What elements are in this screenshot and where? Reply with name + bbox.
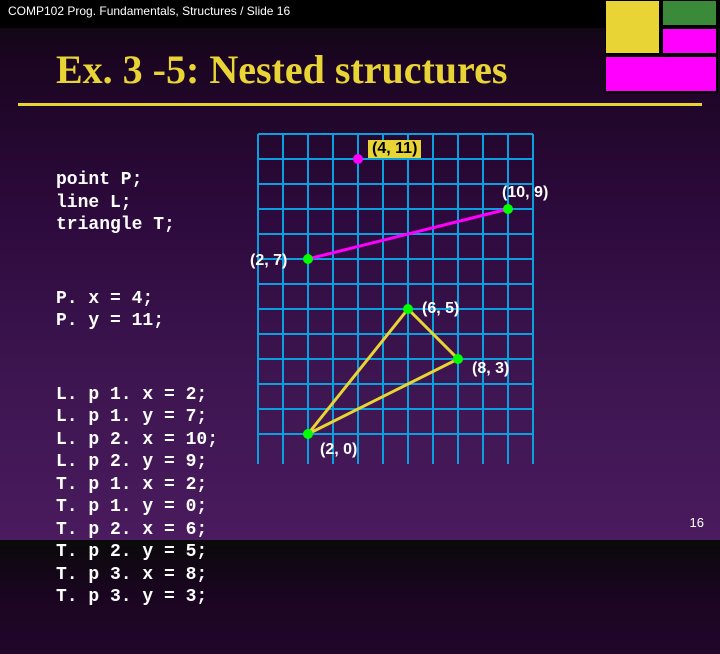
label-tri-p1: (2, 0): [320, 441, 357, 459]
code-decl: point P; line L; triangle T;: [56, 169, 218, 237]
label-line-p2: (10, 9): [502, 184, 548, 202]
label-line-p1: (2, 7): [250, 252, 287, 270]
label-tri-p3: (8, 3): [472, 360, 509, 378]
breadcrumb: COMP102 Prog. Fundamentals, Structures /…: [8, 4, 290, 18]
label-point-p: (4, 11): [368, 140, 421, 158]
code-p: P. x = 4; P. y = 11;: [56, 288, 218, 333]
header-deco: [605, 0, 720, 100]
slide-number: 16: [690, 515, 704, 530]
coordinate-diagram: (4, 11) (2, 7) (10, 9) (2, 0) (6, 5) (8,…: [228, 124, 700, 654]
code-lt: L. p 1. x = 2; L. p 1. y = 7; L. p 2. x …: [56, 384, 218, 609]
label-tri-p2: (6, 5): [422, 300, 459, 318]
code-block: point P; line L; triangle T; P. x = 4; P…: [56, 124, 218, 654]
